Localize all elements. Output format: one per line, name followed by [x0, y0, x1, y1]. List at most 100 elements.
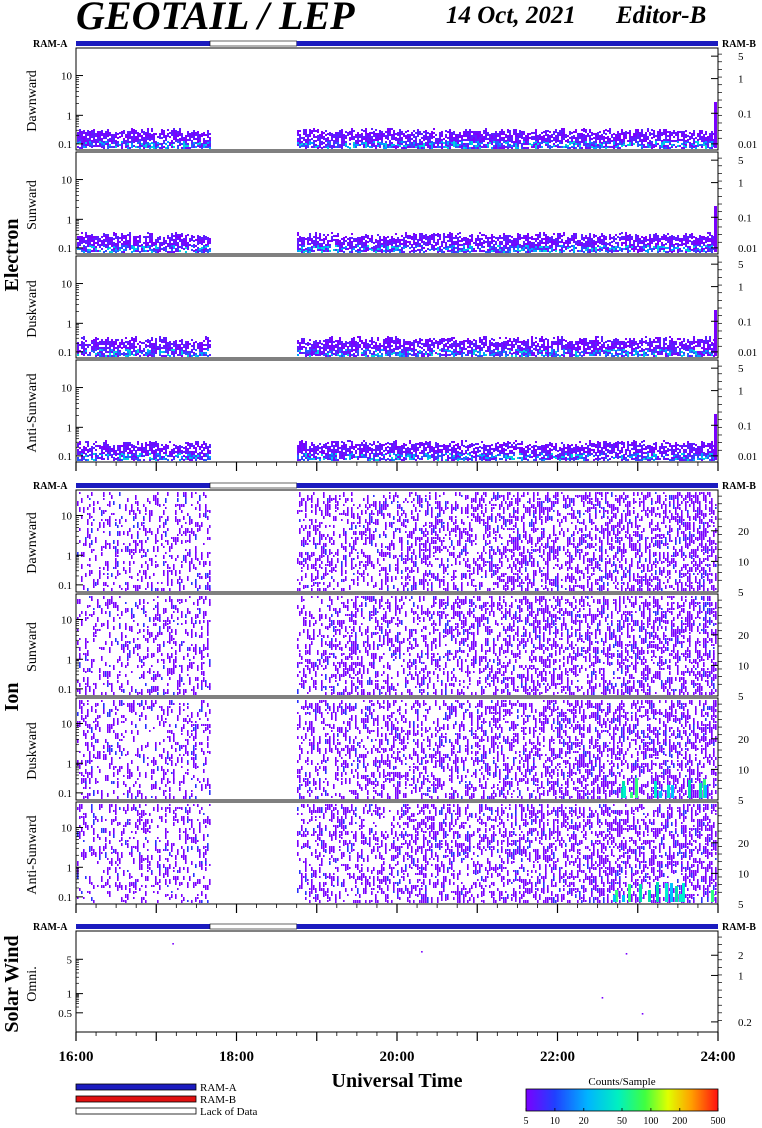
spectrogram-cell [297, 140, 299, 142]
spectrogram-cell [163, 243, 165, 245]
spectrogram-cell [305, 143, 307, 145]
spectrogram-cell [635, 141, 637, 143]
spectrogram-cell [167, 147, 169, 149]
spectrogram-cell [457, 233, 459, 235]
spectrogram-cell [417, 133, 419, 135]
spectrogram-cell [367, 345, 369, 347]
spectrogram-cell [179, 130, 181, 132]
spectrogram-cell [563, 246, 565, 248]
spectrogram-cell [143, 246, 145, 248]
spectrogram-cell [627, 249, 629, 251]
spectrogram-cell [585, 245, 587, 247]
spectrogram-cell [111, 343, 113, 345]
spectrogram-cell [119, 249, 121, 251]
spectrogram-cell [563, 250, 565, 252]
panel-label-ion-duskward: Duskward [25, 722, 40, 780]
spectrogram-cell [495, 133, 497, 135]
spectrogram-cell [315, 236, 317, 238]
spectrogram-cell [125, 144, 127, 146]
spectrogram-cell [131, 128, 133, 130]
spectrogram-cell [569, 343, 571, 345]
spectrogram-cell [541, 242, 543, 244]
spectrogram-cell [453, 139, 455, 141]
spectrogram-cell [705, 241, 707, 243]
spectrogram-cell [533, 136, 535, 138]
spectrogram-cell [515, 145, 517, 147]
spectrogram-cell [559, 237, 561, 239]
spectrogram-cell [165, 355, 167, 357]
spectrogram-cell [509, 140, 511, 142]
spectrogram-cell [107, 143, 109, 145]
spectrogram-cell [661, 238, 663, 240]
spectrogram-cell [105, 355, 107, 357]
spectrogram-cell [587, 135, 589, 137]
spectrogram-cell [319, 136, 321, 138]
spectrogram-cell [311, 242, 313, 244]
spectrogram-cell [107, 339, 109, 341]
spectrogram-cell [479, 353, 481, 355]
spectrogram-cell [517, 245, 519, 247]
spectrogram-cell [639, 242, 641, 244]
spectrogram-cell [191, 245, 193, 247]
spectrogram-cell [707, 240, 709, 242]
spectrogram-cell [441, 243, 443, 245]
spectrogram-cell [375, 129, 377, 131]
spectrogram-cell [701, 242, 703, 244]
spectrogram-cell [103, 239, 105, 241]
spectrogram-cell [325, 138, 327, 140]
spectrogram-cell [409, 146, 411, 148]
spectrogram-cell [151, 351, 153, 353]
spectrogram-cell [449, 234, 451, 236]
spectrogram-cell [353, 144, 355, 146]
spectrogram-cell [85, 136, 87, 138]
spectrogram-cell [365, 355, 367, 357]
spectrogram-cell [197, 139, 199, 141]
spectrogram-cell [531, 244, 533, 246]
spectrogram-cell [435, 248, 437, 250]
spectrogram-cell [687, 250, 689, 252]
spectrogram-cell [609, 128, 611, 130]
spectrogram-cell [203, 239, 205, 241]
spectrogram-cell [451, 247, 453, 249]
spectrogram-cell [541, 352, 543, 354]
spectrogram-cell [139, 239, 141, 241]
spectrogram-cell [101, 341, 103, 343]
spectrogram-cell [391, 250, 393, 252]
spectrogram-cell [185, 347, 187, 349]
spectrogram-cell [593, 240, 595, 242]
spectrogram-cell [433, 144, 435, 146]
spectrogram-cell [197, 343, 199, 345]
spectrogram-cell [163, 140, 165, 142]
spectrogram-cell [541, 340, 543, 342]
spectrogram-cell [413, 352, 415, 354]
spectrogram-cell [651, 238, 653, 240]
spectrogram-cell [573, 247, 575, 249]
spectrogram-cell [399, 347, 401, 349]
spectrogram-cell [473, 351, 475, 353]
spectrogram-cell [649, 140, 651, 142]
spectrogram-cell [601, 142, 603, 144]
spectrogram-cell [501, 137, 503, 139]
spectrogram-cell [171, 347, 173, 349]
spectrogram-cell [311, 250, 313, 252]
spectrogram-cell [139, 135, 141, 137]
spectrogram-cell [169, 241, 171, 243]
spectrogram-cell [645, 140, 647, 142]
spectrogram-cell [135, 346, 137, 348]
spectrogram-cell [343, 353, 345, 355]
spectrogram-cell [407, 134, 409, 136]
spectrogram-cell [665, 129, 667, 131]
spectrogram-cell [581, 242, 583, 244]
spectrogram-cell [451, 144, 453, 146]
spectrogram-cell [515, 244, 517, 246]
spectrogram-cell [525, 343, 527, 345]
spectrogram-cell [623, 138, 625, 140]
spectrogram-cell [373, 141, 375, 143]
spectrogram-cell [429, 243, 431, 245]
spectrogram-cell [383, 242, 385, 244]
spectrogram-cell [351, 138, 353, 140]
spectrogram-cell [387, 236, 389, 238]
spectrogram-cell [129, 348, 131, 350]
spectrogram-cell [175, 240, 177, 242]
spectrogram-cell [185, 349, 187, 351]
